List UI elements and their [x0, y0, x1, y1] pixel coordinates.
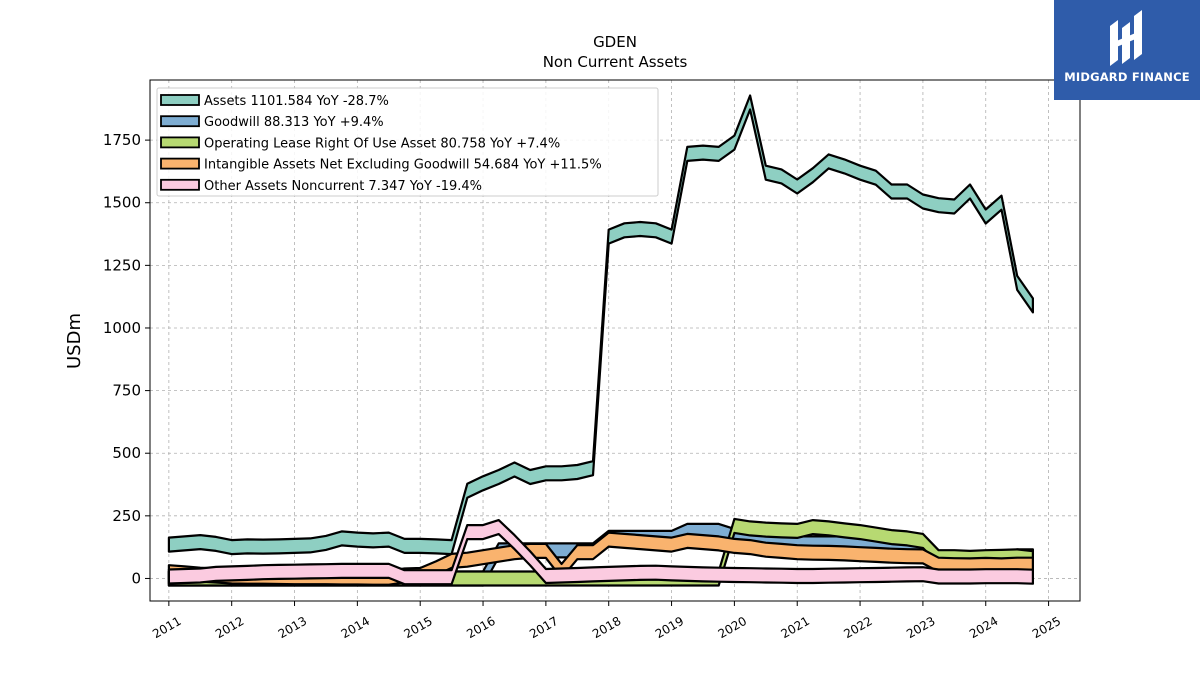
y-tick-label: 1750 [103, 131, 141, 149]
y-tick-label: 500 [112, 444, 141, 462]
legend-label: Goodwill 88.313 YoY +9.4% [204, 115, 384, 130]
legend-box [156, 87, 659, 197]
series-layer [167, 94, 1034, 587]
midgard-logo-icon [1110, 10, 1142, 66]
x-tick-label: 2024 [967, 614, 1000, 641]
x-tick-label: 2012 [213, 614, 246, 641]
x-axis: 2011 2012 2013 2014 2015 2016 2017 2018 2019 2020… [150, 601, 1063, 641]
x-tick-label: 2022 [841, 614, 874, 641]
x-tick-label: 2020 [716, 614, 749, 641]
legend-label: Intangible Assets Net Excluding Goodwill… [204, 158, 602, 173]
y-tick-label: 250 [112, 507, 141, 525]
y-tick-label: 1250 [103, 256, 141, 274]
y-tick-label: 0 [131, 569, 141, 587]
x-tick-label: 2019 [653, 614, 686, 641]
x-tick-label: 2013 [276, 614, 309, 641]
y-axis: 0 250 500 750 1000 1250 1500 1750 [103, 131, 150, 587]
x-tick-label: 2018 [590, 614, 623, 641]
x-tick-label: 2023 [904, 614, 937, 641]
legend-swatch [160, 157, 200, 170]
x-tick-label: 2017 [527, 614, 560, 641]
x-tick-label: 2025 [1030, 614, 1063, 641]
legend-swatch [160, 136, 200, 149]
legend-label: Assets 1101.584 YoY -28.7% [204, 94, 389, 109]
chart-title: GDEN [593, 33, 637, 51]
legend-swatch [160, 115, 200, 128]
series-band [167, 519, 1034, 586]
x-tick-label: 2021 [779, 614, 812, 641]
brand-name: MIDGARD FINANCE [1064, 70, 1190, 84]
legend-swatch [160, 178, 200, 191]
y-tick-label: 1500 [103, 194, 141, 212]
midgard-finance-logo: MIDGARD FINANCE [1054, 0, 1200, 100]
x-tick-label: 2014 [339, 614, 372, 641]
legend-swatch [160, 94, 200, 106]
series-band [167, 94, 1034, 556]
y-tick-label: 750 [112, 382, 141, 400]
x-tick-label: 2015 [401, 614, 434, 641]
legend-label: Operating Lease Right Of Use Asset 80.75… [204, 136, 560, 151]
y-tick-label: 1000 [103, 319, 141, 337]
x-tick-label: 2011 [150, 614, 183, 641]
chart-subtitle: Non Current Assets [543, 53, 688, 71]
legend: Assets 1101.584 YoY -28.7% Goodwill 88.31… [156, 87, 659, 197]
x-tick-label: 2016 [464, 614, 497, 641]
y-axis-label: USDm [64, 313, 85, 369]
legend-label: Other Assets Noncurrent 7.347 YoY -19.4% [204, 179, 482, 194]
plot-frame [149, 79, 1081, 602]
